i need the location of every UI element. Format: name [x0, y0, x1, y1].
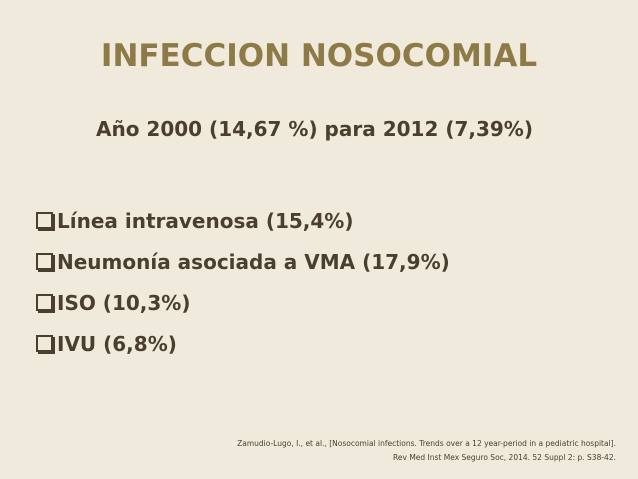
bullet-text: Línea intravenosa (15,4%) [57, 208, 354, 233]
title: INFECCION NOSOCOMIAL [100, 38, 538, 74]
bullet-text: Neumonía asociada a VMA (17,9%) [57, 249, 450, 274]
bullet-list: Línea intravenosa (15,4%) Neumonía asocia… [36, 200, 450, 364]
checkbox-icon [36, 335, 53, 352]
checkbox-icon [36, 253, 53, 270]
bullet-text: IVU (6,8%) [57, 331, 177, 356]
bullet: ISO (10,3%) [36, 282, 450, 323]
bullet: IVU (6,8%) [36, 323, 450, 364]
citation: Zamudio-Lugo, I., et al., [Nosocomial in… [237, 437, 616, 465]
subtitle: Año 2000 (14,67 %) para 2012 (7,39%) [96, 117, 533, 141]
checkbox-icon [36, 212, 53, 229]
citation-line: Rev Med Inst Mex Seguro Soc, 2014. 52 Su… [393, 453, 616, 462]
citation-line: Zamudio-Lugo, I., et al., [Nosocomial in… [237, 439, 616, 448]
bullet-text: ISO (10,3%) [57, 290, 191, 315]
bullet: Línea intravenosa (15,4%) [36, 200, 450, 241]
bullet: Neumonía asociada a VMA (17,9%) [36, 241, 450, 282]
checkbox-icon [36, 294, 53, 311]
